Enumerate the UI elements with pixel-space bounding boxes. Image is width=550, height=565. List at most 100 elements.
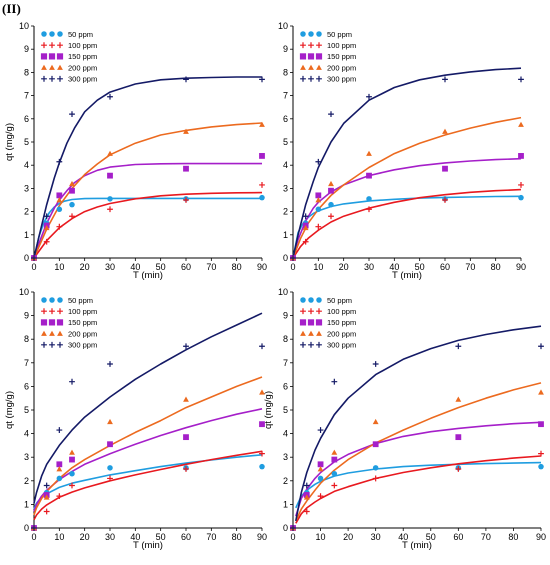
legend-label: 150 ppm [327, 318, 356, 327]
y-tick-label: 1 [283, 499, 288, 509]
data-point-100-ppm [372, 475, 379, 482]
data-point-150-ppm [315, 192, 322, 199]
fit-curve-150-ppm [292, 157, 522, 259]
x-axis-label: T (min) [133, 270, 163, 281]
x-tick-label: 40 [398, 532, 408, 542]
y-tick-label: 6 [24, 381, 29, 391]
data-point-300-ppm [538, 343, 544, 350]
data-point-300-ppm [259, 76, 265, 83]
legend-label: 300 ppm [327, 341, 356, 350]
data-point-300-ppm [56, 158, 63, 165]
data-point-200-ppm [107, 418, 113, 425]
y-tick-label: 8 [283, 67, 288, 77]
legend-marker [307, 319, 315, 326]
data-point-200-ppm [259, 121, 265, 127]
legend-marker [41, 308, 47, 315]
data-point-50-ppm [538, 463, 544, 470]
data-point-150-ppm [331, 456, 338, 463]
data-point-200-ppm [302, 224, 309, 231]
data-point-100-ppm [107, 475, 113, 482]
legend-marker [299, 53, 307, 60]
legend-entry-200-ppm: 200 ppm [41, 63, 97, 72]
legend-marker [49, 31, 55, 37]
y-tick-label: 9 [24, 44, 29, 54]
data-point-200-ppm [183, 396, 189, 402]
y-tick-label: 9 [283, 311, 288, 321]
fit-curve-50-ppm [33, 454, 263, 510]
data-point-200-ppm [317, 466, 324, 472]
fit-curve-50-ppm [292, 195, 522, 259]
y-tick-label: 1 [24, 230, 29, 240]
data-point-300-ppm [442, 76, 448, 83]
y-axis-label: qt (mg/g) [263, 391, 274, 429]
x-tick-label: 30 [364, 262, 374, 272]
data-point-100-ppm [259, 182, 265, 188]
data-point-50-ppm [69, 470, 75, 477]
data-point-300-ppm [69, 378, 75, 385]
legend-marker [57, 31, 63, 37]
y-tick-label: 0 [24, 253, 29, 263]
x-tick-label: 80 [508, 532, 518, 542]
data-point-300-ppm [366, 93, 372, 100]
y-tick-label: 4 [24, 429, 29, 439]
data-point-300-ppm [518, 76, 524, 83]
x-tick-label: 70 [206, 262, 216, 272]
x-tick-label: 10 [54, 262, 64, 272]
fit-curve-200-ppm [33, 376, 263, 516]
chart-panel-3: 0 1 2 3 4 5 6 7 8 9 10 0 10 20 30 40 50 60 70 80 90 T (min) qt… [4, 287, 267, 551]
y-tick-label: 7 [283, 358, 288, 368]
legend-marker [48, 53, 56, 60]
legend-marker [49, 42, 55, 49]
x-tick-label: 50 [415, 262, 425, 272]
y-tick-label: 4 [24, 160, 29, 170]
data-point-50-ppm [518, 194, 524, 201]
legend-marker [41, 64, 47, 70]
x-tick-label: 0 [290, 532, 295, 542]
legend-marker [315, 319, 323, 326]
data-point-150-ppm [455, 434, 462, 441]
legend-entry-50-ppm: 50 ppm [300, 296, 352, 305]
data-point-50-ppm [56, 206, 63, 213]
x-tick-label: 10 [54, 532, 64, 542]
data-point-300-ppm [43, 213, 50, 220]
legend-entry-200-ppm: 200 ppm [300, 329, 356, 338]
y-tick-label: 5 [24, 137, 29, 147]
data-point-150-ppm [183, 434, 189, 441]
y-tick-label: 10 [19, 287, 29, 297]
y-tick-label: 1 [24, 499, 29, 509]
data-point-150-ppm [183, 165, 189, 172]
data-point-50-ppm [328, 201, 334, 208]
data-point-200-ppm [69, 449, 75, 455]
x-axis-label: T (min) [133, 540, 163, 551]
x-tick-label: 80 [491, 262, 501, 272]
legend-label: 200 ppm [68, 63, 97, 72]
data-point-50-ppm [331, 470, 338, 477]
legend-marker [299, 319, 307, 326]
data-point-300-ppm [31, 255, 37, 261]
data-point-200-ppm [43, 494, 50, 500]
data-point-300-ppm [183, 76, 189, 83]
legend-marker [41, 31, 47, 37]
legend-marker [316, 31, 322, 37]
data-point-50-ppm [259, 194, 265, 201]
data-point-50-ppm [107, 465, 113, 471]
data-point-200-ppm [315, 197, 322, 203]
fit-curve-100-ppm [33, 191, 263, 259]
data-point-150-ppm [69, 456, 75, 463]
fit-curve-200-ppm [33, 122, 263, 259]
data-point-100-ppm [442, 197, 448, 203]
data-point-100-ppm [56, 223, 63, 230]
legend-entry-100-ppm: 100 ppm [300, 307, 356, 316]
data-point-100-ppm [259, 450, 265, 457]
legend-label: 100 ppm [68, 307, 97, 316]
data-point-300-ppm [56, 427, 63, 433]
data-point-50-ppm [317, 475, 324, 482]
fit-curve-300-ppm [295, 325, 542, 522]
legend-marker [41, 330, 47, 336]
legend-marker [41, 75, 47, 82]
x-tick-label: 60 [440, 262, 450, 272]
data-point-150-ppm [56, 192, 63, 199]
x-tick-label: 90 [516, 262, 526, 272]
legend-label: 100 ppm [327, 41, 356, 50]
data-point-150-ppm [259, 153, 265, 159]
